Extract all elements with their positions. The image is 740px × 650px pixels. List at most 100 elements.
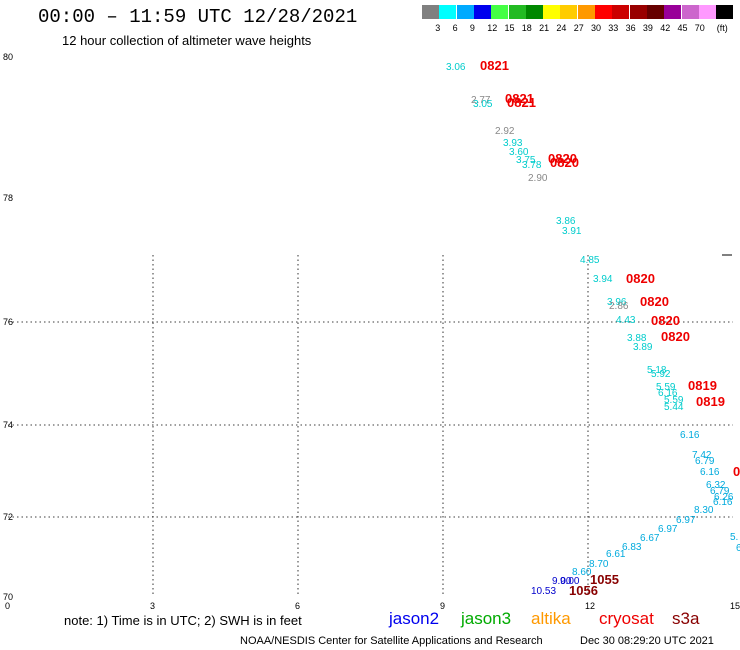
colorbar-tick-label: 36	[625, 23, 636, 33]
observation-time-label: 0820	[651, 313, 680, 328]
observation-height-label: 6.61	[606, 549, 626, 560]
observation-height-label: 8.60	[572, 567, 592, 578]
footer-note: note: 1) Time is in UTC; 2) SWH is in fe…	[64, 613, 302, 628]
longitude-label: 9	[440, 601, 445, 611]
observation-height-label: 6.16	[713, 497, 733, 508]
colorbar-tick-label: 6	[452, 23, 458, 33]
mission-label-s3a: s3a	[672, 609, 700, 628]
observation-height-label: 2.92	[495, 126, 515, 137]
colorbar-swatch	[716, 5, 734, 19]
observation-height-label: 9.00	[552, 576, 572, 587]
observation-height-label: 6.79	[695, 456, 715, 467]
observation-time-label: 0820	[640, 294, 669, 309]
colorbar-swatch	[422, 5, 439, 19]
mission-label-jason2: jason2	[389, 609, 440, 628]
observation-height-label: 5.59	[664, 395, 684, 406]
credit-line: NOAA/NESDIS Center for Satellite Applica…	[240, 635, 543, 647]
map-subtitle: 12 hour collection of altimeter wave hei…	[62, 33, 312, 48]
observation-height-label: 3.75	[516, 155, 536, 166]
colorbar-tick-label: 42	[660, 23, 671, 33]
colorbar-swatch	[491, 5, 509, 19]
observation-height-label: 5.59	[656, 382, 676, 393]
colorbar-tick-label: 33	[608, 23, 619, 33]
observation-time-label: 0821	[480, 58, 509, 73]
observation-height-label: 5.	[730, 532, 738, 543]
colorbar-tick-label: 39	[642, 23, 653, 33]
observation-height-label: 5.18	[647, 365, 667, 376]
mission-label-cryosat: cryosat	[599, 609, 654, 628]
observation-time-label: 0820	[626, 271, 655, 286]
latitude-label: 72	[3, 512, 13, 522]
colorbar-swatch	[595, 5, 612, 19]
colorbar-swatch	[612, 5, 630, 19]
observation-height-label: 3.96	[607, 297, 627, 308]
colorbar-swatch	[646, 5, 664, 19]
colorbar-swatch	[439, 5, 457, 19]
observation-time-label: 0820	[661, 329, 690, 344]
observation-height-label: 6.16	[658, 388, 678, 399]
observation-height-label: 3.06	[446, 62, 466, 73]
observation-height-label: 3.05	[473, 99, 493, 110]
colorbar-tick-label: 12	[487, 23, 498, 33]
observation-height-label: 3.88	[627, 333, 647, 344]
observation-height-label: 6	[736, 543, 740, 554]
observation-height-label: 5.44	[664, 402, 684, 413]
observation-height-label: 4.43	[616, 315, 636, 326]
longitude-label: 3	[150, 601, 155, 611]
observation-time-label: 1055	[590, 572, 619, 587]
observation-time-label: 0	[733, 464, 740, 479]
latitude-label: 80	[3, 52, 13, 62]
colorbar-tick-label: 70	[694, 23, 705, 33]
colorbar-swatch	[560, 5, 578, 19]
mission-label-jason3: jason3	[461, 609, 512, 628]
longitude-label: 15	[730, 601, 740, 611]
observation-height-label: 3.93	[503, 138, 523, 149]
observation-height-label: 3.89	[633, 342, 653, 353]
latitude-label: 74	[3, 420, 13, 430]
colorbar-swatch	[629, 5, 647, 19]
longitude-label: 12	[585, 601, 595, 611]
observation-time-label: 0819	[688, 378, 717, 393]
observation-height-label: 6.16	[700, 467, 720, 478]
observation-height-label: 2.77	[471, 95, 491, 106]
generated-timestamp: Dec 30 08:29:20 UTC 2021	[580, 635, 714, 647]
longitude-label: 0	[5, 601, 10, 611]
colorbar-tick-label: 21	[539, 23, 550, 33]
observation-height-label: 9.00	[560, 576, 580, 587]
observation-height-label: 10.53	[531, 586, 556, 597]
observation-height-label: 7.42	[692, 450, 712, 461]
observation-height-label: 5.92	[651, 369, 671, 380]
colorbar-tick-label: 18	[521, 23, 532, 33]
colorbar-swatch	[543, 5, 561, 19]
observation-time-label: 0821	[507, 95, 536, 110]
latitude-label: 76	[3, 317, 13, 327]
colorbar-swatch	[664, 5, 682, 19]
observation-height-label: 3.86	[556, 216, 576, 227]
latitude-label: 70	[3, 592, 13, 602]
observation-time-label: 0819	[696, 394, 725, 409]
colorbar-swatch	[577, 5, 595, 19]
mission-label-altika: altika	[531, 609, 571, 628]
observation-height-label: 6.83	[622, 542, 642, 553]
colorbar-swatch	[473, 5, 491, 19]
observation-height-label: 8.30	[694, 505, 714, 516]
observation-height-label: 3.91	[562, 226, 582, 237]
colorbar-tick-label: 30	[591, 23, 602, 33]
colorbar-swatch	[698, 5, 716, 19]
observation-time-label: 1056	[569, 583, 598, 598]
observation-height-label: 6.32	[706, 480, 726, 491]
observation-height-label: 3.78	[522, 160, 542, 171]
colorbar-tick-label: 27	[573, 23, 584, 33]
observation-time-label: 0820	[548, 151, 577, 166]
observation-height-label: 6.97	[676, 515, 696, 526]
colorbar-tick-label: 15	[504, 23, 515, 33]
colorbar-swatch	[456, 5, 474, 19]
observation-height-label: 6.97	[658, 524, 678, 535]
observation-height-label: 6.16	[680, 430, 700, 441]
colorbar-swatch	[681, 5, 699, 19]
map-title: 00:00 – 11:59 UTC 12/28/2021	[38, 6, 358, 28]
observation-height-label: 2.86	[609, 301, 629, 312]
observation-height-label: 3.94	[593, 274, 613, 285]
